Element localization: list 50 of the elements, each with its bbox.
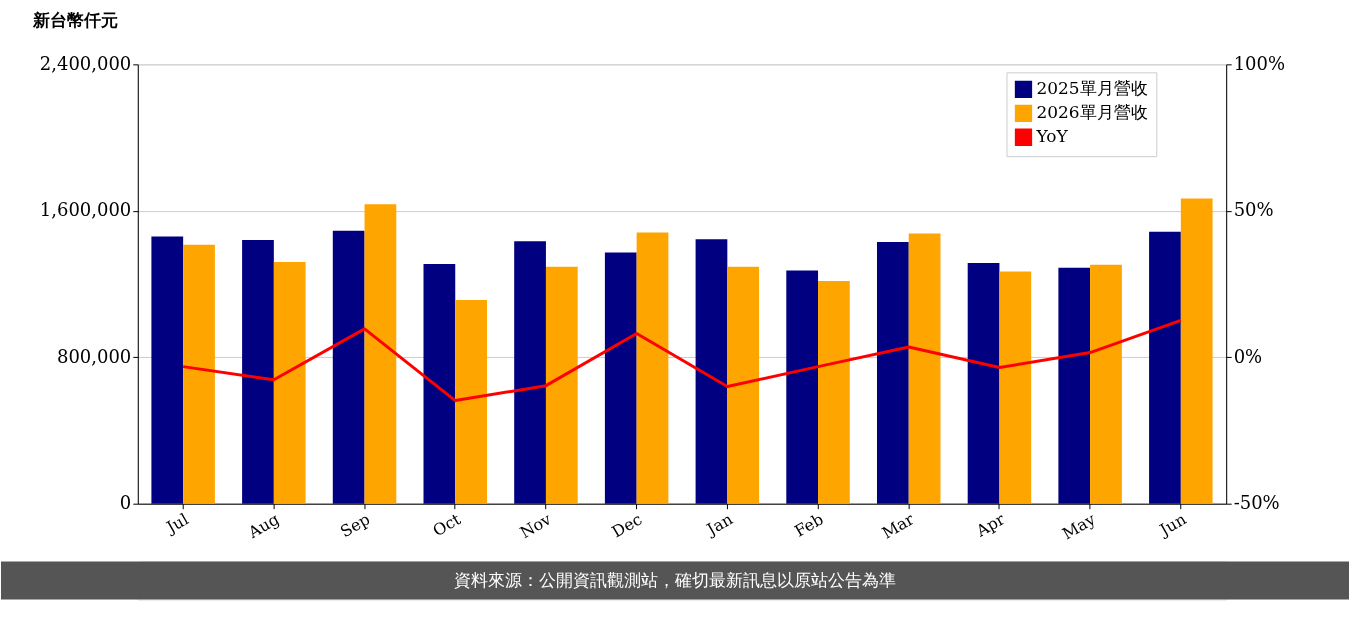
bar	[1058, 267, 1091, 504]
bar	[273, 262, 306, 504]
bar	[636, 232, 669, 504]
bar	[999, 271, 1032, 504]
y2-tick-label: 50%	[1233, 199, 1274, 221]
bar	[364, 204, 397, 504]
y-axis-title: 新台幣仟元	[32, 9, 119, 30]
bar	[604, 252, 637, 504]
x-tick-label: Jan	[701, 509, 736, 540]
x-tick-label: May	[1058, 509, 1099, 544]
x-tick-label: Jun	[1154, 509, 1190, 541]
x-tick-label: Jul	[161, 509, 192, 538]
source-note: 資料來源：公開資訊觀測站，確切最新訊息以原站公告為準	[454, 569, 896, 590]
x-tick-label: Feb	[791, 509, 827, 541]
legend-label: 2025單月營收	[1036, 78, 1148, 99]
bar	[1149, 231, 1181, 504]
y2-tick-label: 100%	[1233, 52, 1286, 74]
y-tick-label: 0	[119, 492, 132, 514]
bar	[1180, 198, 1213, 504]
bar	[183, 244, 215, 504]
y2-tick-label: -50%	[1233, 492, 1280, 514]
bar	[876, 242, 909, 504]
x-tick-label: Nov	[516, 509, 555, 543]
x-tick-label: Apr	[972, 509, 1009, 542]
bar	[151, 236, 184, 504]
bar	[818, 280, 850, 504]
legend-label: 2026單月營收	[1036, 102, 1148, 123]
bar	[332, 230, 365, 504]
x-tick-label: Oct	[429, 509, 465, 541]
bar	[786, 270, 819, 504]
bar	[967, 262, 1000, 504]
legend-label: YoY	[1035, 126, 1069, 147]
y-tick-label: 800,000	[56, 345, 132, 367]
bar	[545, 266, 578, 504]
bar	[514, 241, 546, 504]
bar	[908, 233, 941, 504]
x-tick-label: Dec	[608, 509, 646, 542]
x-tick-label: Aug	[244, 509, 283, 543]
x-tick-label: Mar	[878, 509, 918, 543]
bar	[727, 266, 760, 504]
bar	[423, 263, 456, 504]
bar	[242, 240, 274, 504]
bar	[455, 299, 487, 504]
bar	[1090, 264, 1122, 504]
bar	[695, 239, 728, 504]
y-tick-label: 1,600,000	[39, 199, 132, 221]
y-tick-label: 2,400,000	[39, 52, 132, 74]
x-tick-label: Sep	[337, 509, 374, 542]
y2-tick-label: 0%	[1233, 345, 1263, 367]
line-series	[181, 318, 1183, 403]
